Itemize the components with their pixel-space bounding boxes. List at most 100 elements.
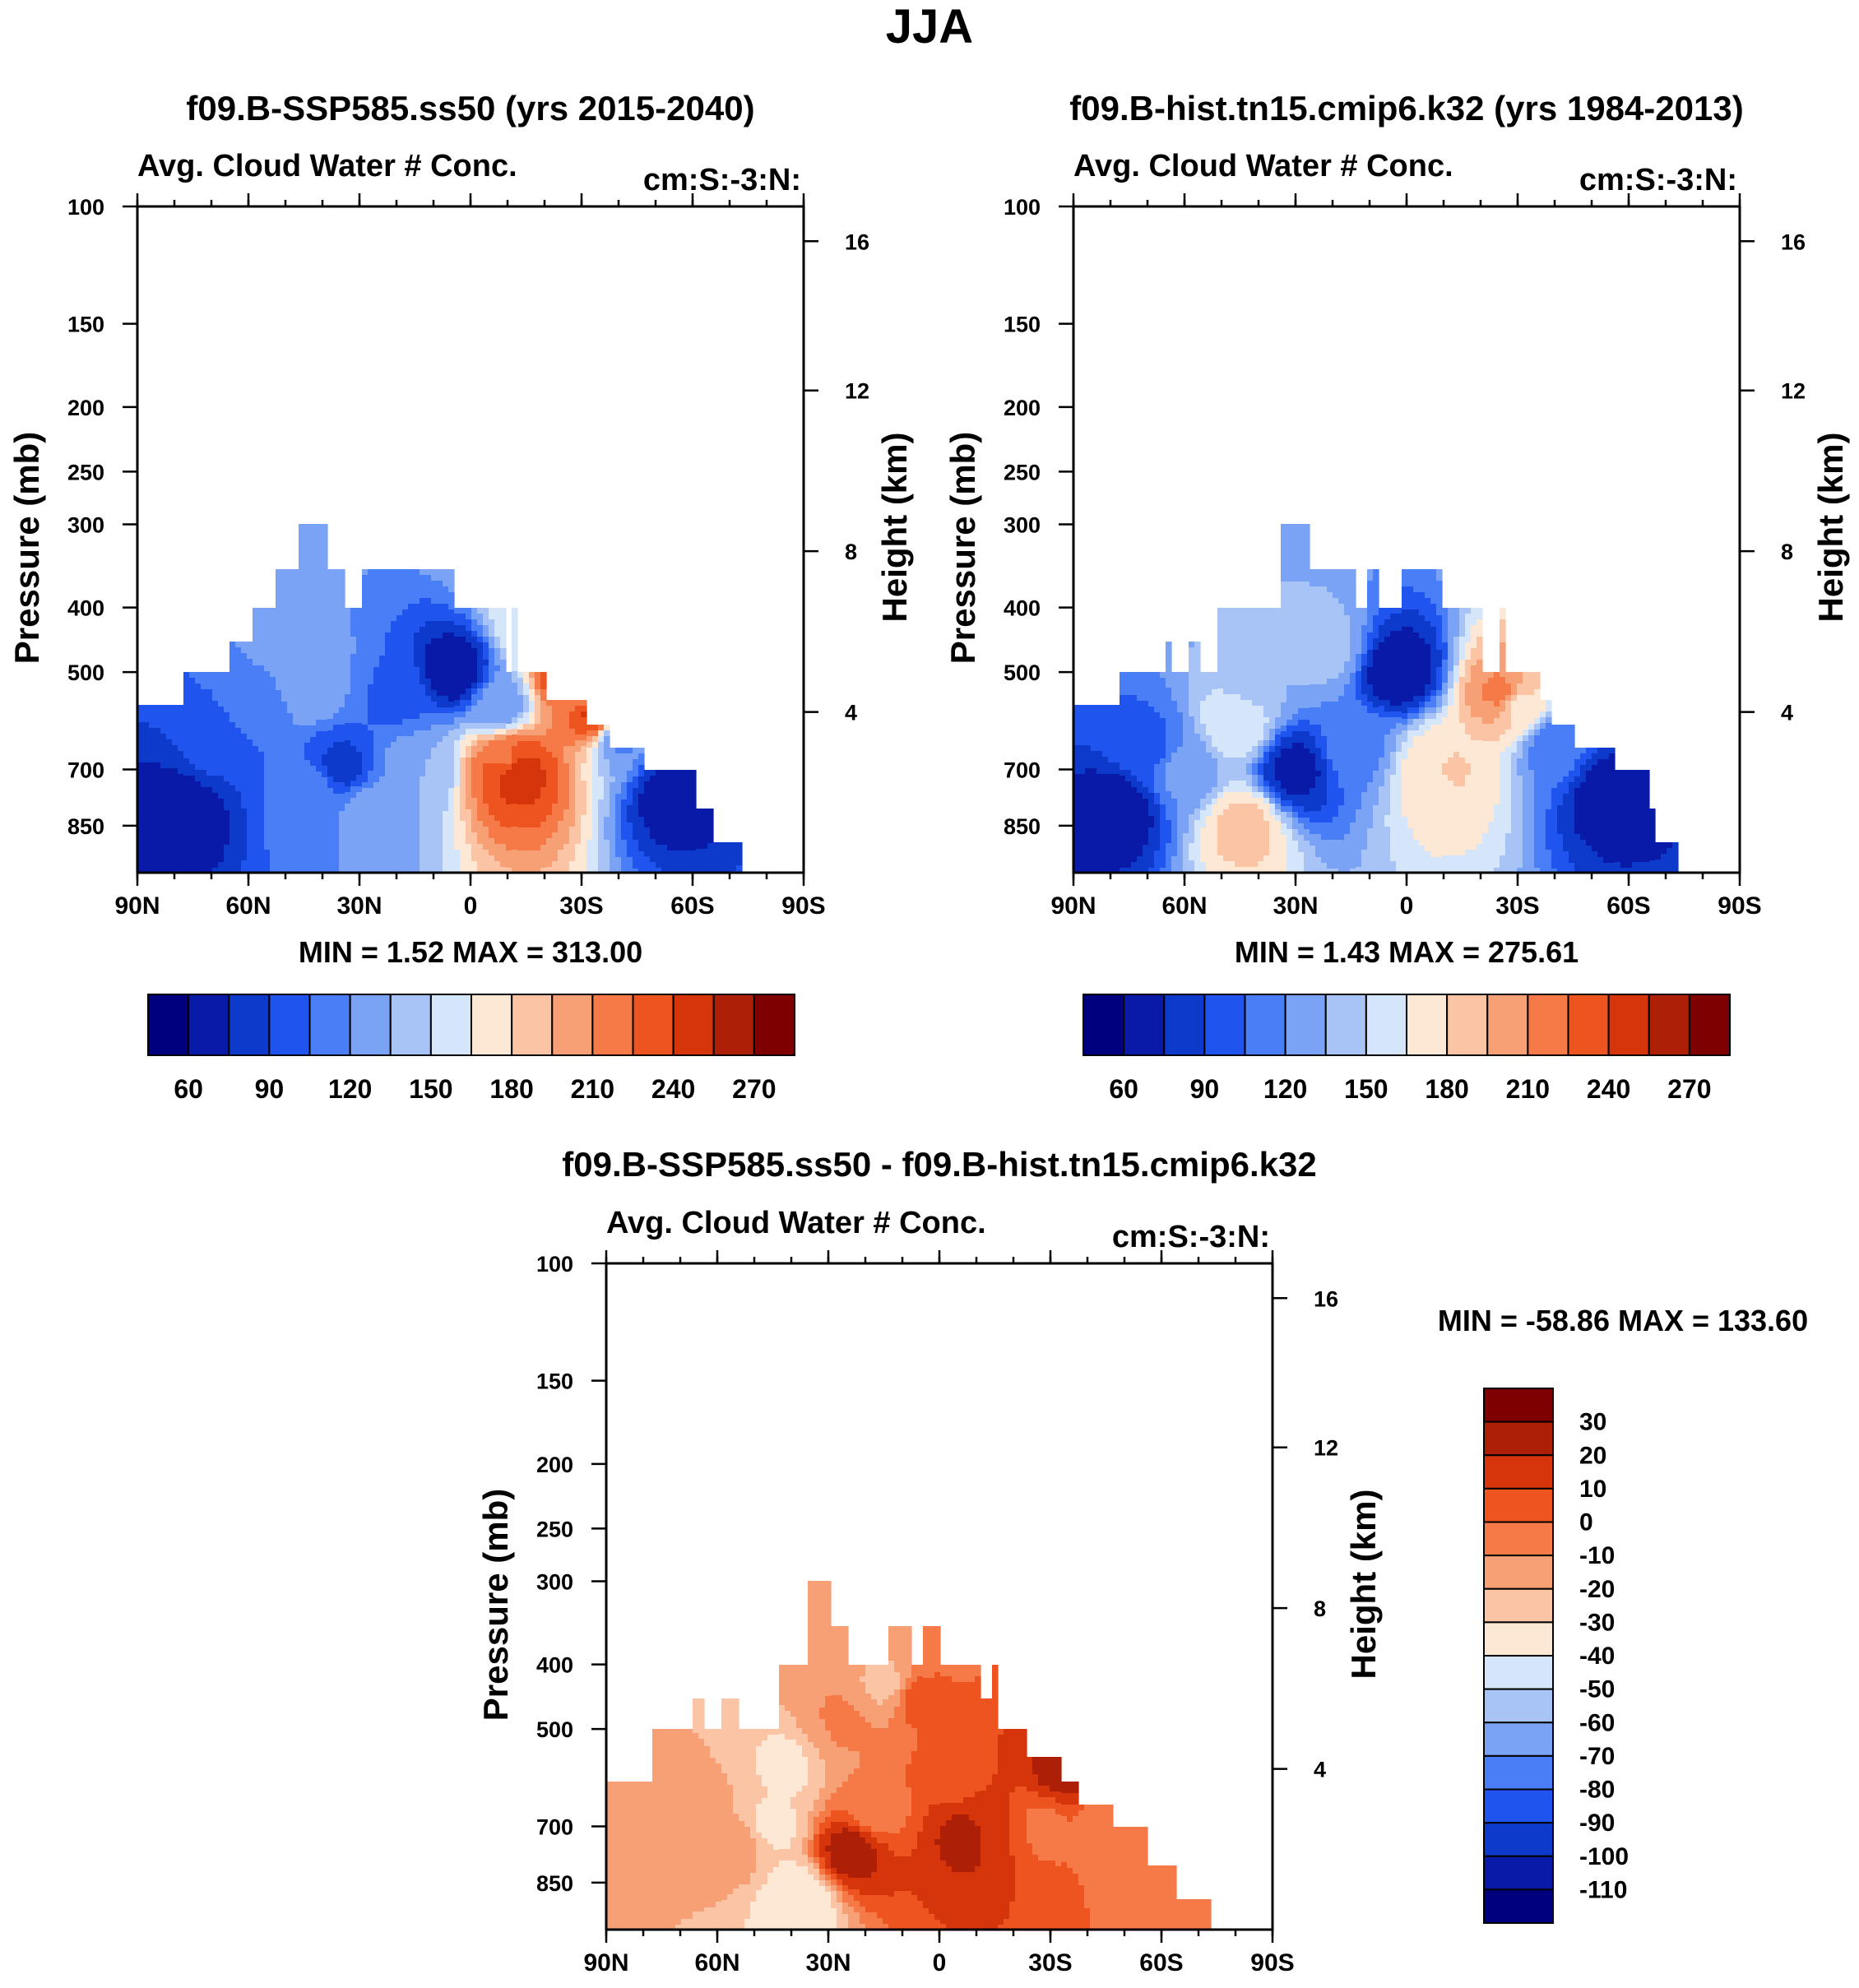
contour-cell (425, 679, 432, 685)
colorbar-swatch (389, 994, 432, 1056)
contour-cell (425, 621, 432, 628)
contour-cell (420, 638, 426, 645)
contour-cell (333, 581, 340, 587)
contour-cell (281, 730, 288, 737)
contour-cell (1091, 797, 1097, 804)
contour-cell (1183, 850, 1189, 857)
contour-cell (512, 844, 518, 850)
contour-cell (149, 820, 155, 827)
contour-cell (1229, 677, 1235, 684)
contour-cell (454, 781, 461, 787)
contour-cell (1073, 809, 1080, 815)
contour-cell (1091, 774, 1097, 781)
contour-cell (1166, 751, 1172, 758)
contour-cell (1223, 677, 1230, 684)
contour-cell (1212, 701, 1218, 707)
contour-cell (517, 735, 524, 742)
contour-cell (362, 581, 369, 587)
contour-cell (166, 791, 173, 798)
contour-cell (563, 746, 570, 753)
contour-cell (345, 792, 351, 799)
contour-cell (1131, 816, 1138, 823)
contour-cell (512, 654, 518, 660)
contour-cell (1229, 792, 1235, 799)
contour-cell (1171, 747, 1178, 753)
contour-cell (1177, 810, 1184, 817)
contour-cell (1183, 810, 1189, 817)
contour-cell (500, 694, 507, 701)
contour-cell (1114, 722, 1120, 729)
contour-cell (212, 735, 219, 742)
contour-cell (517, 810, 524, 817)
contour-cell (414, 799, 420, 806)
contour-cell (1085, 768, 1092, 775)
contour-cell (350, 827, 357, 833)
contour-cell (431, 771, 438, 777)
contour-cell (258, 706, 265, 712)
contour-cell (1131, 741, 1138, 748)
contour-cell (391, 702, 397, 708)
contour-cell (235, 734, 242, 740)
contour-cell (540, 816, 547, 823)
contour-cell (299, 766, 305, 772)
contour-cell (575, 786, 582, 793)
contour-cell (281, 702, 288, 708)
contour-cell (477, 861, 484, 868)
contour-cell (408, 592, 415, 599)
contour-cell (471, 752, 478, 758)
contour-cell (172, 855, 178, 861)
contour-cell (477, 654, 484, 660)
contour-cell (172, 803, 178, 809)
contour-cell (679, 804, 685, 811)
contour-cell (414, 667, 420, 674)
contour-cell (281, 598, 288, 605)
contour-cell (172, 820, 178, 827)
contour-cell (650, 833, 656, 840)
contour-cell (218, 862, 225, 869)
contour-cell (166, 739, 173, 746)
contour-cell (143, 716, 150, 723)
contour-cell (402, 581, 409, 587)
contour-cell (552, 850, 559, 856)
contour-cell (270, 850, 276, 856)
contour-cell (661, 839, 668, 846)
contour-cell (345, 688, 351, 695)
contour-cell (1206, 845, 1212, 851)
contour-cell (408, 748, 415, 754)
contour-cell (1223, 775, 1230, 781)
contour-cell (1154, 735, 1161, 742)
contour-cell (1102, 837, 1109, 844)
contour-cell (558, 804, 564, 810)
contour-cell (299, 582, 305, 588)
contour-cell (586, 869, 593, 874)
contour-cell (172, 860, 178, 867)
contour-cell (339, 863, 345, 869)
contour-cell (725, 865, 731, 872)
contour-cell (420, 823, 426, 829)
contour-cell (471, 637, 478, 643)
contour-cell (396, 644, 403, 651)
contour-cell (178, 745, 184, 752)
contour-cell (581, 717, 587, 724)
contour-cell (270, 648, 276, 655)
contour-cell (235, 659, 242, 665)
contour-cell (586, 794, 593, 800)
contour-cell (707, 809, 714, 815)
contour-cell (414, 604, 420, 610)
contour-cell (523, 724, 530, 730)
contour-cell (1194, 826, 1201, 832)
contour-cell (506, 856, 512, 863)
contour-cell (212, 724, 219, 730)
contour-cell (339, 638, 345, 645)
contour-cell (379, 656, 386, 662)
contour-cell (414, 650, 420, 656)
contour-cell (373, 730, 380, 737)
contour-cell (1212, 741, 1218, 748)
contour-cell (546, 734, 553, 741)
contour-cell (253, 631, 259, 637)
contour-cell (627, 828, 633, 835)
contour-cell (425, 834, 432, 841)
contour-cell (241, 711, 248, 717)
contour-cell (1125, 747, 1132, 753)
contour-cell (195, 816, 202, 823)
